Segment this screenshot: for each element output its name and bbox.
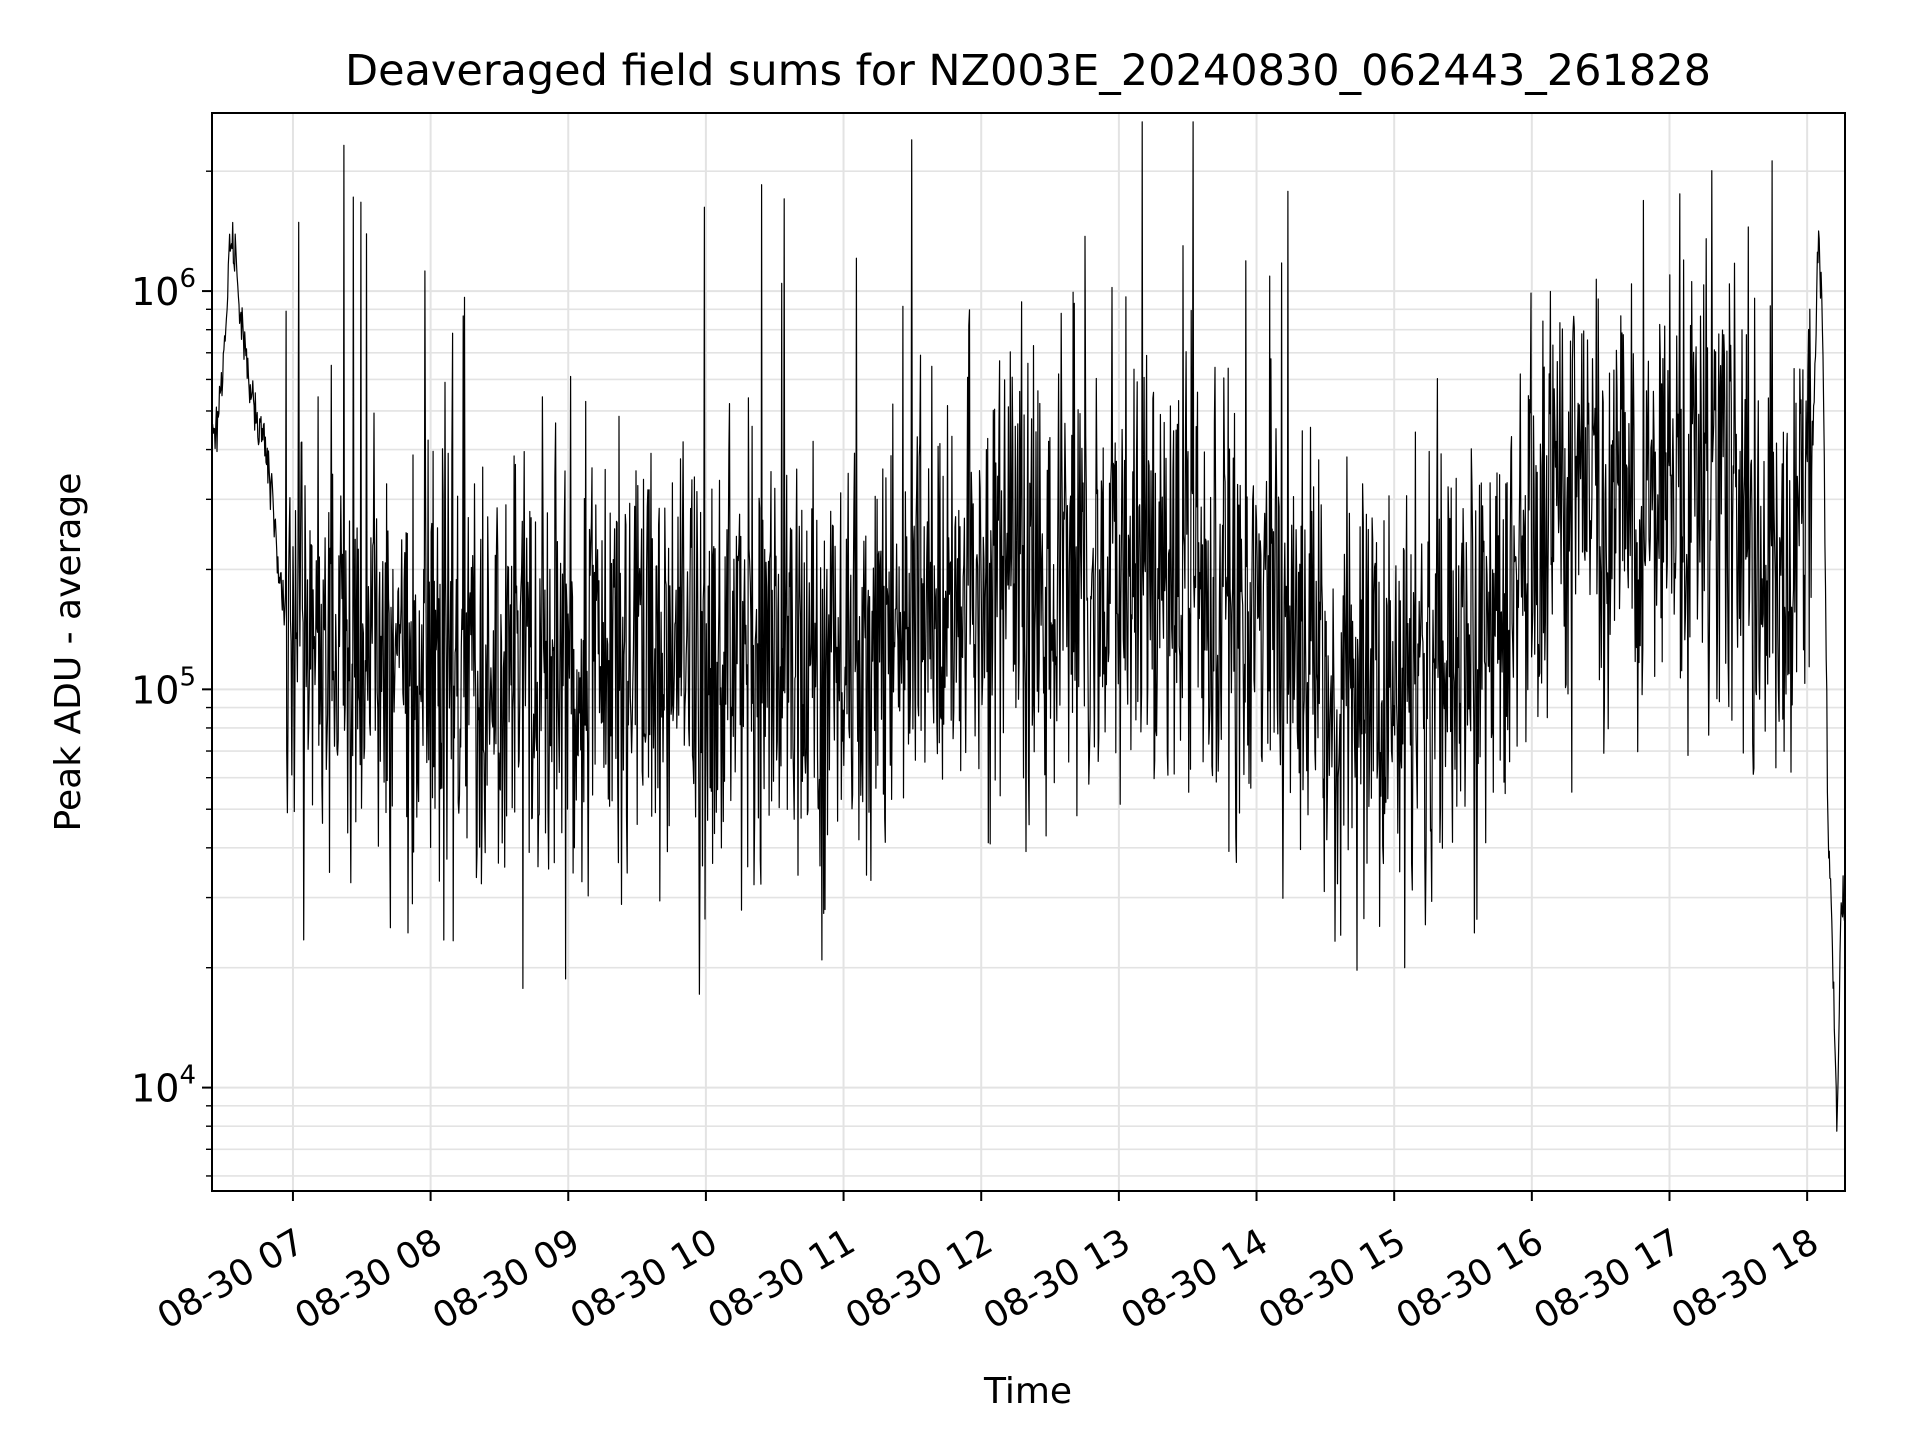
- chart-title: Deaveraged field sums for NZ003E_2024083…: [345, 46, 1711, 96]
- y-tick-label: 105: [131, 662, 196, 712]
- y-axis-label: Peak ADU - average: [48, 473, 89, 832]
- plot-frame: [211, 112, 1846, 1192]
- y-tick-label: 104: [131, 1061, 196, 1111]
- y-axis: 104 105 106: [131, 170, 212, 1177]
- x-axis-label: Time: [983, 1371, 1072, 1412]
- y-tick-label: 106: [131, 264, 196, 314]
- series-line: [211, 121, 1846, 1132]
